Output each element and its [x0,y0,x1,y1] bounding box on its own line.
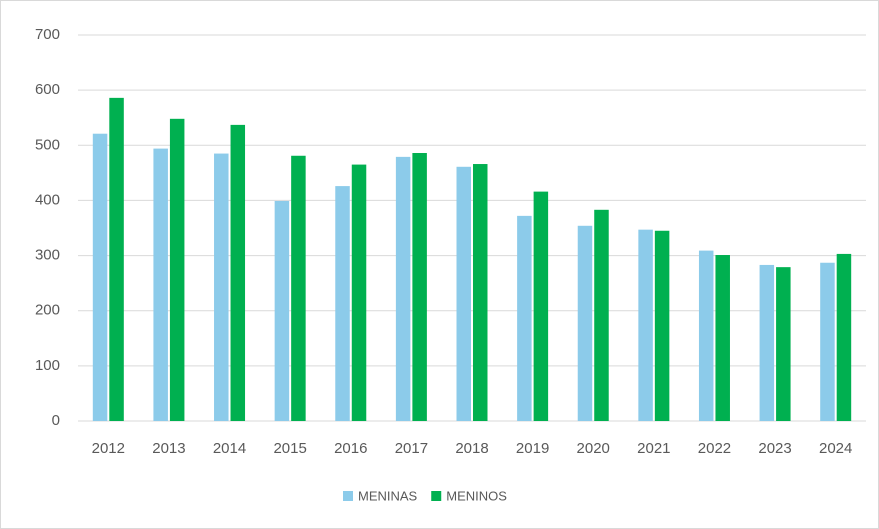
bar [577,225,593,421]
legend-label: MENINOS [446,488,507,503]
bar [776,267,791,421]
x-tick-label: 2013 [152,440,185,457]
bar [836,253,852,421]
bar [698,250,714,421]
bar [594,209,609,421]
x-tick-label: 2024 [819,440,852,457]
bar [335,186,350,421]
bar [638,229,653,421]
bar [92,133,108,421]
bar [412,153,427,421]
legend-label: MENINAS [358,488,418,503]
x-tick-label: 2018 [455,440,488,457]
bar [820,262,835,421]
bar [533,191,549,421]
x-tick-label: 2022 [698,440,731,457]
x-tick-label: 2021 [637,440,670,457]
x-tick-label: 2019 [516,440,549,457]
bar [169,118,185,422]
y-tick-label: 200 [35,302,60,319]
y-tick-label: 500 [35,136,60,153]
y-tick-label: 700 [35,26,60,43]
y-tick-label: 100 [35,357,60,374]
y-tick-label: 400 [35,191,60,208]
y-tick-label: 300 [35,247,60,264]
x-tick-label: 2016 [334,440,367,457]
bar [274,200,290,421]
legend-swatch [431,491,442,501]
x-tick-label: 2014 [213,440,246,457]
bar [109,97,124,421]
legend-swatch [343,491,353,501]
bar [473,164,488,421]
x-tick-label: 2015 [273,440,306,457]
bar [153,148,168,421]
x-tick-label: 2023 [758,440,791,457]
x-tick-label: 2017 [395,440,428,457]
x-tick-label: 2012 [92,440,125,457]
bar [715,255,730,421]
bar [654,230,670,421]
bar [291,155,306,421]
x-tick-label: 2020 [577,440,610,457]
y-tick-label: 600 [35,81,60,98]
bar [214,153,229,422]
bar [759,264,775,421]
bar [456,166,471,421]
bar [351,164,367,422]
bar [517,215,532,421]
bar [230,124,246,421]
y-tick-label: 0 [52,412,60,429]
bar [395,156,411,421]
